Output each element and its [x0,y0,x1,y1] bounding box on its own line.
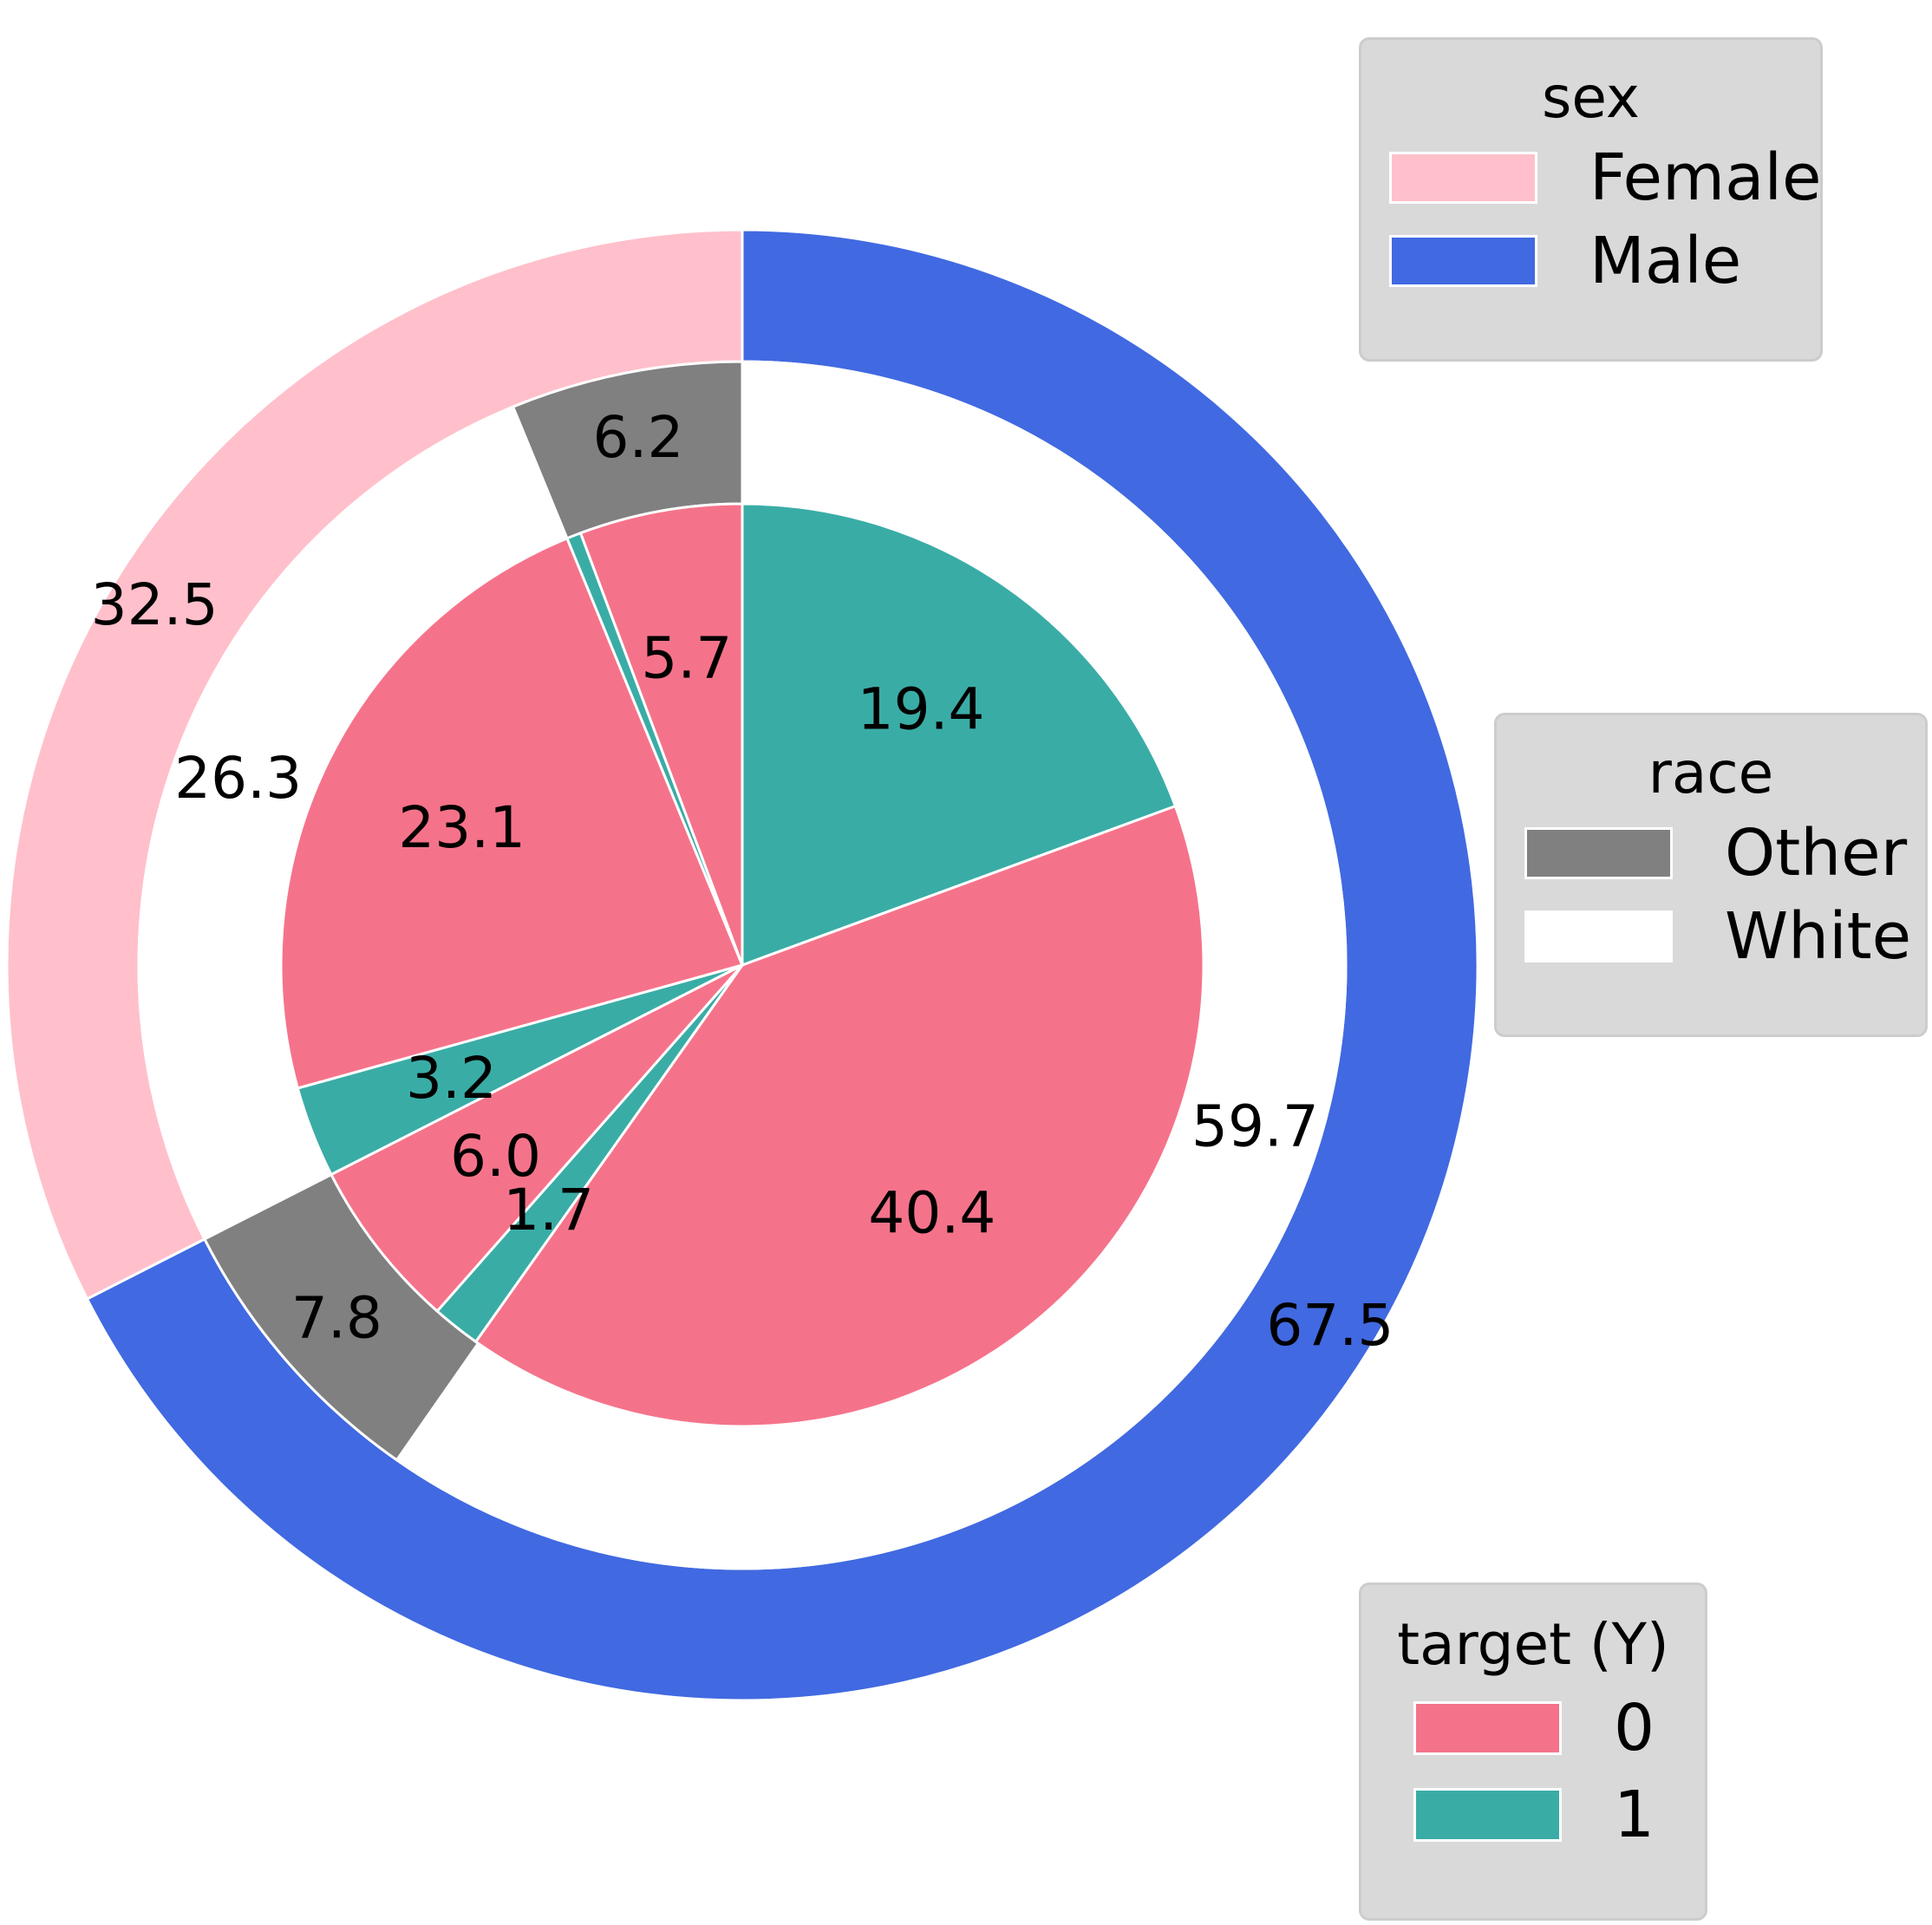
value-labels: 67.5 32.5 59.7 7.8 26.3 6.2 19.4 40.4 1.76.0 3.2 2… [91,404,1394,1359]
slice-target-y-1 [473,804,1205,1428]
legend-title: target (Y) [1397,1611,1669,1678]
value-label: 6.2 [593,404,684,471]
legend-title: race [1648,740,1774,806]
legend-label: Male [1589,224,1742,298]
legend-swatch-1 [1413,1788,1562,1842]
slice-target-y-7 [578,502,744,966]
value-label: 1.7 [503,1177,594,1243]
legend-entry-male: Male [1389,229,1820,293]
value-label: 23.1 [398,794,525,861]
slice-target-y-0 [741,502,1178,968]
legend-entry-white: White [1524,904,1925,969]
legend-entry-other: Other [1524,821,1925,885]
slice-target-y-3 [329,963,744,1314]
value-label: 26.3 [174,745,302,812]
legend-swatch-0 [1413,1701,1562,1755]
slice-target-y-5 [279,536,745,1090]
legend-label: 1 [1614,1778,1655,1852]
value-label: 3.2 [406,1045,497,1112]
legend-swatch-male [1389,235,1537,287]
value-label: 59.7 [1191,1093,1319,1160]
legend-entry-0: 0 [1413,1696,1705,1760]
value-label: 67.5 [1266,1292,1394,1359]
legend-title: sex [1542,64,1640,131]
legend-entry-1: 1 [1413,1783,1705,1847]
legend-label: Female [1589,140,1822,215]
legend-swatch-white [1524,910,1673,962]
legend-race: race Other White [1494,713,1928,1037]
value-label: 5.7 [641,624,732,691]
value-label: 32.5 [91,571,219,638]
legend-label: White [1725,899,1912,974]
legend-target: target (Y) 0 1 [1359,1582,1707,1921]
legend-label: Other [1725,816,1908,891]
value-label: 40.4 [868,1179,995,1246]
value-label: 6.0 [450,1123,541,1190]
legend-label: 0 [1614,1691,1655,1765]
legend-entry-female: Female [1389,140,1822,215]
legend-sex: sex Female Male [1359,37,1823,362]
legend-swatch-other [1524,827,1673,879]
value-label: 7.8 [291,1285,382,1352]
legend-swatch-female [1389,152,1537,204]
value-label: 19.4 [858,675,985,742]
rings [5,228,1479,1702]
